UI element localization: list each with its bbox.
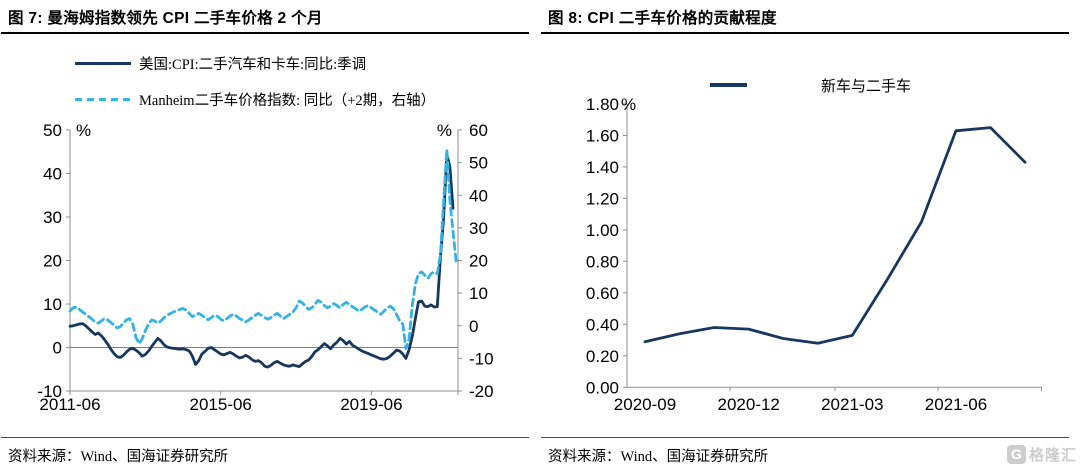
fig7-legend-item-cpi: 美国:CPI:二手汽车和卡车:同比:季调 (75, 54, 367, 73)
fig7-right-tick-label: -20 (469, 382, 494, 401)
fig7-right-axis-unit: % (437, 121, 452, 140)
fig7-right-tick-label: 20 (469, 252, 488, 271)
fig8-x-tick-label: 2020-09 (614, 395, 676, 414)
fig7-x-tick-label: 2015-06 (190, 395, 252, 414)
fig8-legend-item: 新车与二手车 (710, 76, 912, 95)
fig7-series-1-line (68, 148, 458, 351)
fig7-left-tick-label: -10 (37, 382, 62, 401)
fig7-title: 图 7: 曼海姆指数领先 CPI 二手车价格 2 个月 (8, 10, 323, 27)
figure8-panel: 图 8: CPI 二手车价格的贡献程度 新车与二手车 1.80 1.60 1.40 1… (540, 0, 1080, 475)
fig7-left-tick-label: 0 (53, 339, 62, 358)
fig7-series-0-line (68, 152, 455, 369)
fig8-left-tick-label: 1.00 (586, 221, 619, 240)
fig8-left-tick-label: 0.40 (586, 315, 619, 334)
fig8-left-tick-label: 0.80 (586, 252, 619, 271)
fig7-legend-label-cpi: 美国:CPI:二手汽车和卡车:同比:季调 (139, 56, 367, 73)
fig8-left-tick-label: 1.40 (586, 158, 619, 177)
fig7-footer-rule (1, 437, 529, 438)
fig7-right-tick-label: 40 (469, 186, 488, 205)
gelonghui-logo-icon: G (1006, 445, 1026, 464)
fig7-right-tick-label: 60 (469, 121, 488, 140)
fig8-x-tick-label: 2020-12 (718, 395, 780, 414)
fig8-left-tick-label: 1.60 (586, 126, 619, 145)
fig7-left-tick-label: 40 (43, 165, 62, 184)
fig7-left-tick-label: 20 (43, 252, 62, 271)
fig8-footer-rule (541, 437, 1069, 438)
fig8-x-tick-label: 2021-03 (821, 395, 883, 414)
fig8-title: 图 8: CPI 二手车价格的贡献程度 (548, 10, 777, 27)
gelonghui-watermark-text: 格隆汇 (1028, 447, 1077, 464)
fig7-x-tick-label: 2019-06 (340, 395, 402, 414)
gelonghui-watermark: G 格隆汇 (1006, 444, 1077, 465)
fig7-right-tick-label: -10 (469, 349, 494, 368)
fig7-left-axis-unit: % (76, 121, 91, 140)
fig7-left-tick-label: 30 (43, 208, 62, 227)
fig7-left-tick-label: 50 (43, 121, 62, 140)
fig7-legend-label-manheim: Manheim二手车价格指数: 同比（+2期，右轴） (139, 92, 436, 109)
fig8-left-tick-label: 1.80 (586, 95, 619, 114)
fig8-left-axis-unit: % (621, 95, 636, 114)
fig7-legend-item-manheim: Manheim二手车价格指数: 同比（+2期，右轴） (75, 90, 436, 109)
fig8-source: 资料来源：Wind、国海证券研究所 (548, 449, 769, 465)
fig7-right-tick-label: 50 (469, 154, 488, 173)
fig8-left-tick-label: 0.20 (586, 347, 619, 366)
fig8-title-underline (541, 32, 1069, 34)
fig8-legend-label: 新车与二手车 (821, 78, 912, 95)
fig8-left-tick-label: 0.00 (586, 378, 619, 397)
fig8-chart: 1.80 1.60 1.40 1.20 1.00 0.80 0.60 0.40 0.20 0.00… (586, 95, 1042, 414)
fig8-x-tick-label: 2021-06 (925, 395, 987, 414)
fig7-right-tick-label: 10 (469, 284, 488, 303)
fig7-chart: 50 40 30 20 10 0 -10% 60 50 40 30 20 10 0 -10 -20% 2011-… (37, 121, 494, 414)
fig7-title-underline (1, 32, 529, 34)
new-used-car-line-sample-icon (710, 83, 747, 87)
fig7-x-tick-label: 2011-06 (39, 395, 100, 414)
cpi-solid-line-sample-icon (75, 61, 131, 65)
fig8-series-0-line (643, 126, 1027, 345)
fig8-left-tick-label: 0.60 (586, 284, 619, 303)
manheim-dashed-line-sample-icon (75, 97, 131, 101)
fig7-right-tick-label: 0 (469, 317, 478, 336)
figure7-panel: 图 7: 曼海姆指数领先 CPI 二手车价格 2 个月 美国:CPI:二手汽车和… (1, 10, 529, 465)
fig7-source: 资料来源：Wind、国海证券研究所 (8, 449, 229, 465)
fig7-left-tick-label: 10 (43, 295, 62, 314)
fig8-left-tick-label: 1.20 (586, 189, 619, 208)
fig7-right-tick-label: 30 (469, 219, 488, 238)
